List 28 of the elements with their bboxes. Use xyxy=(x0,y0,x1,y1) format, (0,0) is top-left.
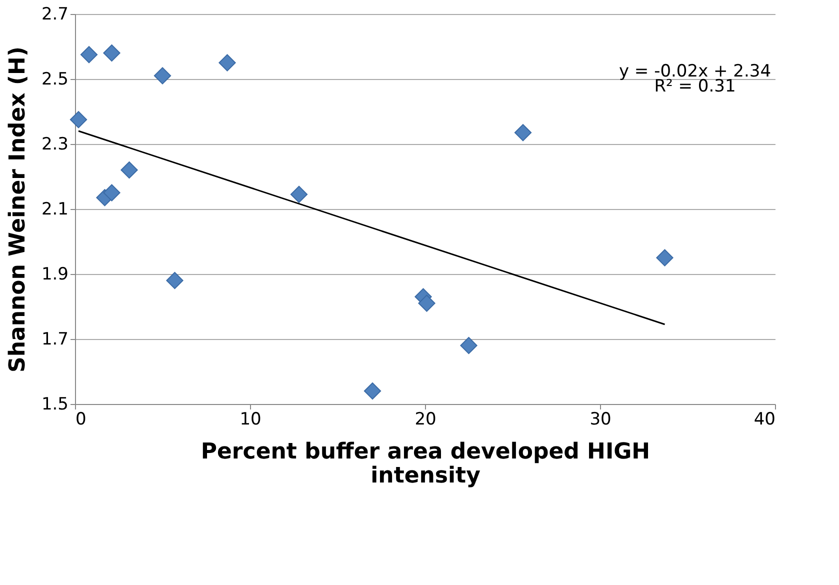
point xyxy=(656,249,674,266)
x-tick-label: 20 xyxy=(414,410,436,430)
x-tick-label: 30 xyxy=(590,410,612,430)
point xyxy=(218,54,236,72)
y-axis-title: Shannon Weiner Index (H) xyxy=(5,46,30,373)
y-tick-label: 1.9 xyxy=(41,264,68,284)
point xyxy=(290,186,308,203)
point xyxy=(154,67,172,84)
point xyxy=(166,272,184,290)
point xyxy=(70,111,88,128)
point xyxy=(103,44,120,62)
y-tick-label: 2.7 xyxy=(41,4,68,24)
y-tick-label: 1.5 xyxy=(41,394,68,414)
point xyxy=(120,161,138,179)
point xyxy=(460,336,478,354)
y-tick-label: 1.7 xyxy=(41,330,68,350)
x-tick-label: 40 xyxy=(754,410,776,430)
point xyxy=(418,294,436,312)
point xyxy=(364,382,382,400)
y-tick-label: 2.1 xyxy=(41,200,68,220)
point xyxy=(80,46,98,64)
x-tick-label: 10 xyxy=(240,410,262,430)
y-tick-label: 2.3 xyxy=(41,134,68,154)
point xyxy=(514,124,532,142)
x-tick-label: 0 xyxy=(76,410,86,430)
point xyxy=(103,184,120,202)
y-tick-label: 2.5 xyxy=(41,70,68,90)
x-axis-title: Percent buffer area developed HIGH intensity xyxy=(200,440,650,488)
